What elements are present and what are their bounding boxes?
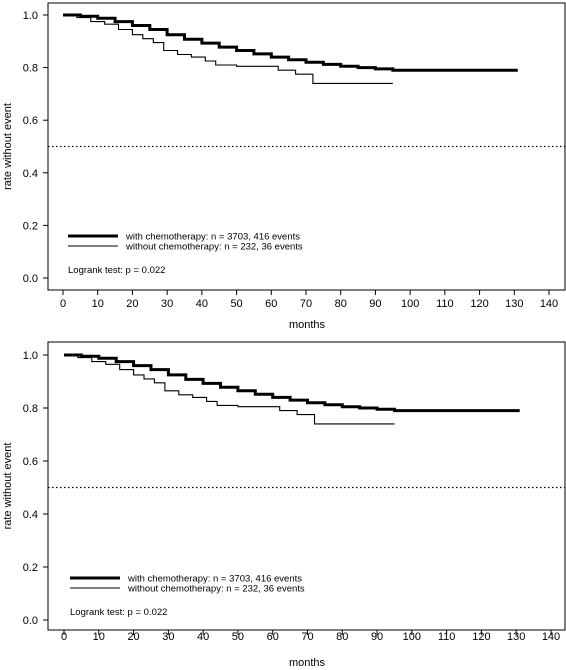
x-tick-label: 100 [401,298,419,310]
x-tick-label: 140 [542,631,560,643]
legend-entry: with chemotherapy: n = 3703, 416 events [125,232,300,243]
y-tick-label: 0.0 [23,273,38,285]
x-tick-label: 40 [196,298,208,310]
x-tick-label: 80 [336,631,348,643]
y-tick-label: 0.8 [23,403,38,415]
y-axis-label: rate without event [2,443,14,530]
x-tick-label: 130 [505,298,523,310]
y-tick-label: 0.8 [23,63,38,75]
y-tick-label: 1.0 [23,350,38,362]
legend-entry: without chemotherapy: n = 232, 36 events [127,584,305,595]
x-tick-label: 80 [335,298,347,310]
x-tick-label: 130 [507,631,525,643]
series-with-chemotherapy [64,353,520,413]
y-tick-label: 0.6 [23,115,38,127]
x-tick-label: 140 [540,298,558,310]
x-tick-label: 30 [162,631,174,643]
series-without-chemotherapy [63,14,393,84]
x-tick-label: 90 [371,631,383,643]
legend-entry: with chemotherapy: n = 3703, 416 events [127,574,302,585]
x-tick-label: 20 [126,298,138,310]
y-tick-label: 0.6 [23,456,38,468]
chart-panel-1: 0 10 20 30 40 50 60 70 80 90 100 110 120 130 140 0.0 0.2… [2,2,566,331]
x-tick-label: 70 [301,631,313,643]
x-axis-label: months [289,657,326,669]
series-with-chemotherapy [63,13,518,72]
x-tick-label: 50 [230,298,242,310]
series-without-chemotherapy [64,354,395,425]
x-tick-label: 0 [61,631,67,643]
x-tick-label: 60 [267,631,279,643]
x-tick-label: 120 [470,298,488,310]
legend-entry: without chemotherapy: n = 232, 36 events [125,242,303,253]
x-tick-label: 10 [93,631,105,643]
y-tick-label: 0.2 [23,220,38,232]
x-tick-label: 20 [127,631,139,643]
x-tick-label: 40 [197,631,209,643]
chart-panel-2: 0 10 20 30 40 50 60 70 80 90 100 110 120 130 140 0.0 0.2… [2,341,566,669]
x-tick-label: 70 [300,298,312,310]
y-tick-label: 1.0 [23,10,38,22]
y-tick-label: 0.4 [23,509,38,521]
y-tick-label: 0.2 [23,562,38,574]
x-tick-label: 60 [265,298,277,310]
logrank-annotation: Logrank test: p = 0.022 [70,607,167,618]
x-tick-label: 100 [403,631,421,643]
plot-frame [47,341,566,631]
y-tick-label: 0.4 [23,168,38,180]
y-tick-label: 0.0 [23,615,38,627]
x-tick-label: 0 [60,298,66,310]
x-axis-label: months [289,319,326,331]
x-tick-label: 120 [472,631,490,643]
x-tick-label: 90 [369,298,381,310]
x-tick-label: 50 [232,631,244,643]
x-tick-label: 110 [438,631,456,643]
x-tick-label: 110 [436,298,454,310]
logrank-annotation: Logrank test: p = 0.022 [68,265,165,276]
y-axis-label: rate without event [2,103,14,190]
x-tick-label: 30 [161,298,173,310]
x-tick-label: 10 [92,298,104,310]
